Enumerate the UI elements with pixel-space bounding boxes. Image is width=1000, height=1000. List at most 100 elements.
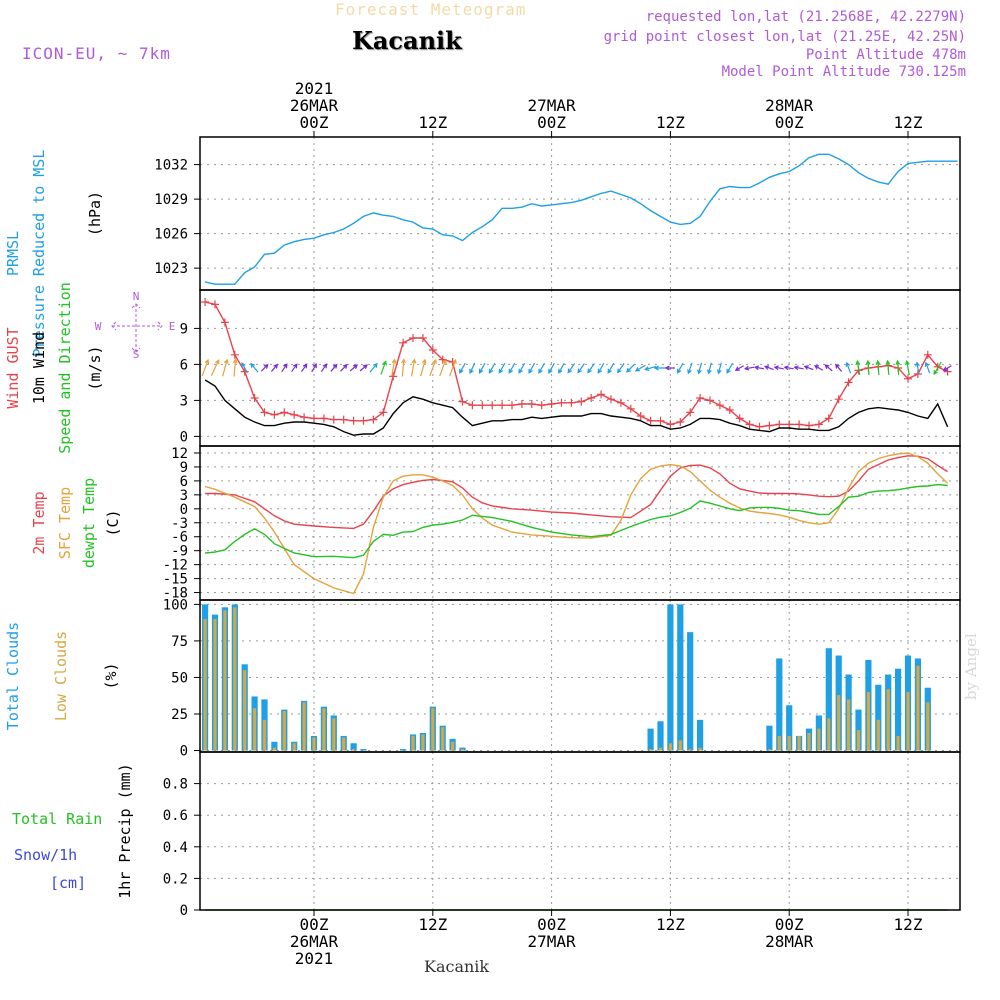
wind-direction-arrow xyxy=(835,363,843,372)
gust-marker xyxy=(260,408,269,417)
low-cloud-bar xyxy=(411,735,415,751)
low-cloud-bar xyxy=(827,718,831,751)
model-label: ICON-EU, ~ 7km xyxy=(22,44,171,63)
low-cloud-bar xyxy=(451,741,455,751)
temperature-series-line xyxy=(205,483,948,559)
y-tick-label: 75 xyxy=(171,634,188,650)
gust-marker xyxy=(775,420,784,429)
wind-direction-arrow xyxy=(250,362,259,373)
top-time-label: 28MAR xyxy=(765,96,814,115)
axis-label: SFC Temp xyxy=(56,487,74,559)
low-cloud-bar xyxy=(797,735,801,751)
total-cloud-bar xyxy=(400,749,407,751)
wind-direction-arrow xyxy=(644,365,657,371)
y-tick-label: 0.6 xyxy=(163,808,188,824)
wind-direction-arrow xyxy=(895,359,901,376)
low-cloud-bar xyxy=(213,619,217,751)
total-cloud-bar xyxy=(687,632,694,751)
y-tick-label: 0 xyxy=(180,429,188,445)
bottom-time-label: 28MAR xyxy=(765,932,814,951)
gust-marker xyxy=(587,394,596,402)
wind-direction-arrow xyxy=(222,358,229,377)
y-tick-label: 6 xyxy=(180,357,188,373)
wind-direction-arrow xyxy=(933,361,942,376)
wind-direction-arrow xyxy=(813,365,824,371)
axis-label: Speed and Direction xyxy=(56,282,74,454)
gust-marker xyxy=(478,401,487,410)
wind-direction-arrow xyxy=(410,358,417,377)
y-tick-label: -18 xyxy=(163,586,188,602)
gust-marker xyxy=(379,408,388,417)
low-cloud-bar xyxy=(203,619,207,751)
wind-direction-arrow xyxy=(340,363,348,372)
bottom-time-label: 00Z xyxy=(537,915,566,934)
temperature-series-line xyxy=(204,452,949,595)
gust-marker xyxy=(220,318,229,327)
wind-direction-arrow xyxy=(904,359,910,375)
gust-marker xyxy=(597,390,606,399)
gust-marker xyxy=(310,414,318,423)
precip-panel: 0 0.2 0.4 0.6 0.8 1hr Precip (mm) Total Rain Sn… xyxy=(12,751,961,919)
wind-direction-arrow xyxy=(469,362,476,375)
total-cloud-bar xyxy=(657,721,664,751)
wind-direction-arrow xyxy=(401,358,406,377)
top-time-label: 12Z xyxy=(418,113,447,132)
axis-label: Low Clouds xyxy=(52,631,70,721)
compass-n: N xyxy=(133,290,140,303)
total-cloud-bar xyxy=(271,741,278,751)
wind-direction-arrow xyxy=(478,362,486,374)
gust-marker xyxy=(349,416,358,425)
axis-label: (%) xyxy=(102,662,120,689)
low-cloud-bar xyxy=(282,711,286,751)
wind-direction-arrow xyxy=(271,363,279,372)
y-tick-label: 3 xyxy=(180,393,188,409)
bottom-time-label: 27MAR xyxy=(528,932,577,951)
total-cloud-bar xyxy=(766,725,773,751)
wind-direction-arrow xyxy=(311,363,317,373)
y-tick-label: 0 xyxy=(180,502,188,518)
wind-direction-arrow xyxy=(617,363,625,374)
bottom-time-label: 2021 xyxy=(295,949,334,968)
wind-direction-arrow xyxy=(439,358,447,377)
axis-label: PRMSL xyxy=(4,231,22,276)
chart-supertitle: Forecast Meteogram xyxy=(335,0,527,19)
y-tick-label: 0 xyxy=(180,744,188,760)
gust-marker xyxy=(428,346,437,354)
wind-direction-arrow xyxy=(915,361,920,374)
gust-marker xyxy=(290,410,299,419)
gust-marker xyxy=(844,378,853,387)
low-cloud-bar xyxy=(678,740,682,751)
wind-direction-arrow xyxy=(577,363,585,374)
gust-marker xyxy=(557,398,566,407)
low-cloud-bar xyxy=(223,610,227,751)
y-tick-label: -12 xyxy=(163,558,188,574)
gust-marker xyxy=(616,398,625,407)
wind-direction-arrow xyxy=(763,365,774,371)
low-cloud-bar xyxy=(906,692,910,751)
gust-marker xyxy=(409,334,417,342)
gust-marker xyxy=(715,401,724,410)
low-cloud-bar xyxy=(322,708,326,751)
wind-direction-arrow xyxy=(528,362,536,374)
y-tick-label: 1032 xyxy=(154,158,188,174)
low-cloud-bar xyxy=(658,747,663,751)
low-cloud-bar xyxy=(262,719,267,751)
axis-label: (hPa) xyxy=(86,191,104,236)
gust-marker xyxy=(201,298,210,306)
gust-marker xyxy=(656,416,665,425)
gust-marker xyxy=(547,400,556,408)
clouds-panel: 0 25 50 75 100 Total Clouds Low Clouds (%) xyxy=(4,597,961,760)
low-cloud-bar xyxy=(312,737,316,751)
wind-direction-arrow xyxy=(942,365,952,371)
gust-marker xyxy=(399,338,408,347)
axis-label: (m/s) xyxy=(86,345,104,390)
gust-marker xyxy=(696,394,705,402)
wind-direction-arrow xyxy=(855,359,861,375)
low-cloud-bar xyxy=(431,708,435,751)
low-cloud-bar xyxy=(886,689,890,751)
axis-label: Pressure Reduced to MSL xyxy=(30,150,48,358)
wind-direction-arrow xyxy=(697,362,703,375)
axis-label: 1hr Precip (mm) xyxy=(116,763,134,898)
